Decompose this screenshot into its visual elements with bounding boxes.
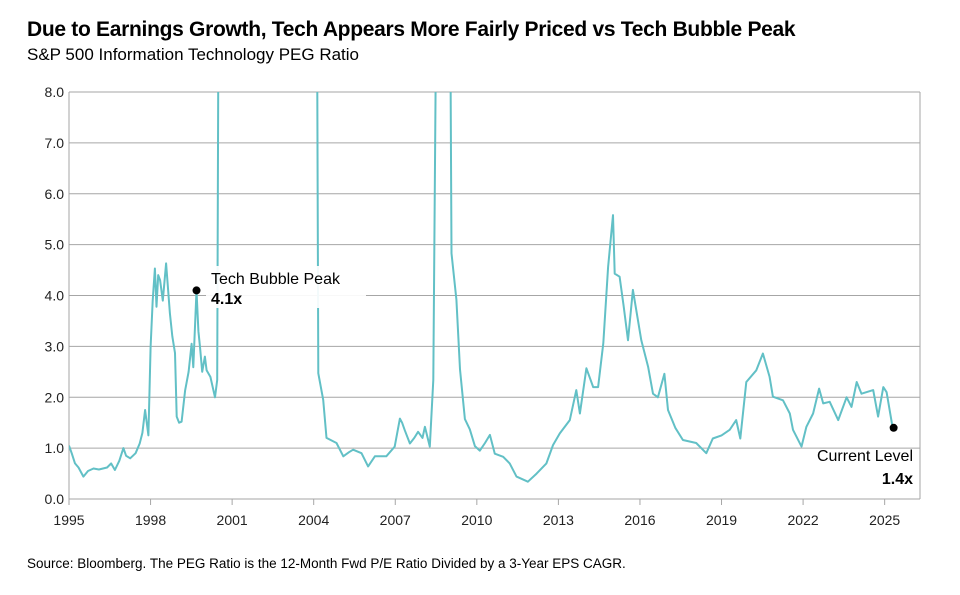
x-tick-label: 2010 (461, 512, 492, 528)
x-tick-label: 2019 (706, 512, 737, 528)
peg-ratio-line (69, 92, 894, 483)
y-tick-label: 4.0 (45, 288, 65, 304)
chart-subtitle: S&P 500 Information Technology PEG Ratio (27, 45, 360, 64)
x-tick-label: 2013 (543, 512, 574, 528)
y-tick-label: 6.0 (45, 186, 65, 202)
y-tick-label: 8.0 (45, 84, 65, 100)
current-level-value: 1.4x (882, 471, 913, 488)
axes (68, 92, 921, 505)
y-tick-label: 1.0 (45, 440, 65, 456)
tech-bubble-peak-label: Tech Bubble Peak (211, 271, 341, 288)
y-tick-label: 2.0 (45, 389, 65, 405)
y-tick-label: 5.0 (45, 237, 65, 253)
x-tick-label: 1998 (135, 512, 166, 528)
x-tick-label: 2022 (788, 512, 819, 528)
current-level-label: Current Level (817, 448, 913, 465)
x-tick-label: 2004 (298, 512, 329, 528)
annotations: Tech Bubble Peak 4.1x Current Level 1.4x (192, 266, 913, 488)
current-level-marker (889, 423, 898, 432)
tech-bubble-peak-value: 4.1x (211, 291, 242, 308)
tech-bubble-peak-marker (192, 286, 201, 295)
x-tick-label: 2016 (624, 512, 655, 528)
chart-title: Due to Earnings Growth, Tech Appears Mor… (27, 18, 796, 41)
x-tick-label: 2025 (869, 512, 900, 528)
y-tick-label: 7.0 (45, 135, 65, 151)
x-tick-label: 2007 (380, 512, 411, 528)
tick-labels: 0.0 1.0 2.0 3.0 4.0 5.0 6.0 7.0 8.0 1995 1998 2001 2… (45, 84, 901, 528)
y-tick-label: 0.0 (45, 491, 65, 507)
x-tick-label: 1995 (53, 512, 84, 528)
y-tick-label: 3.0 (45, 338, 65, 354)
gridlines (69, 91, 920, 449)
x-tick-label: 2001 (217, 512, 248, 528)
annotation-background (206, 266, 366, 308)
source-note: Source: Bloomberg. The PEG Ratio is the … (27, 556, 626, 571)
